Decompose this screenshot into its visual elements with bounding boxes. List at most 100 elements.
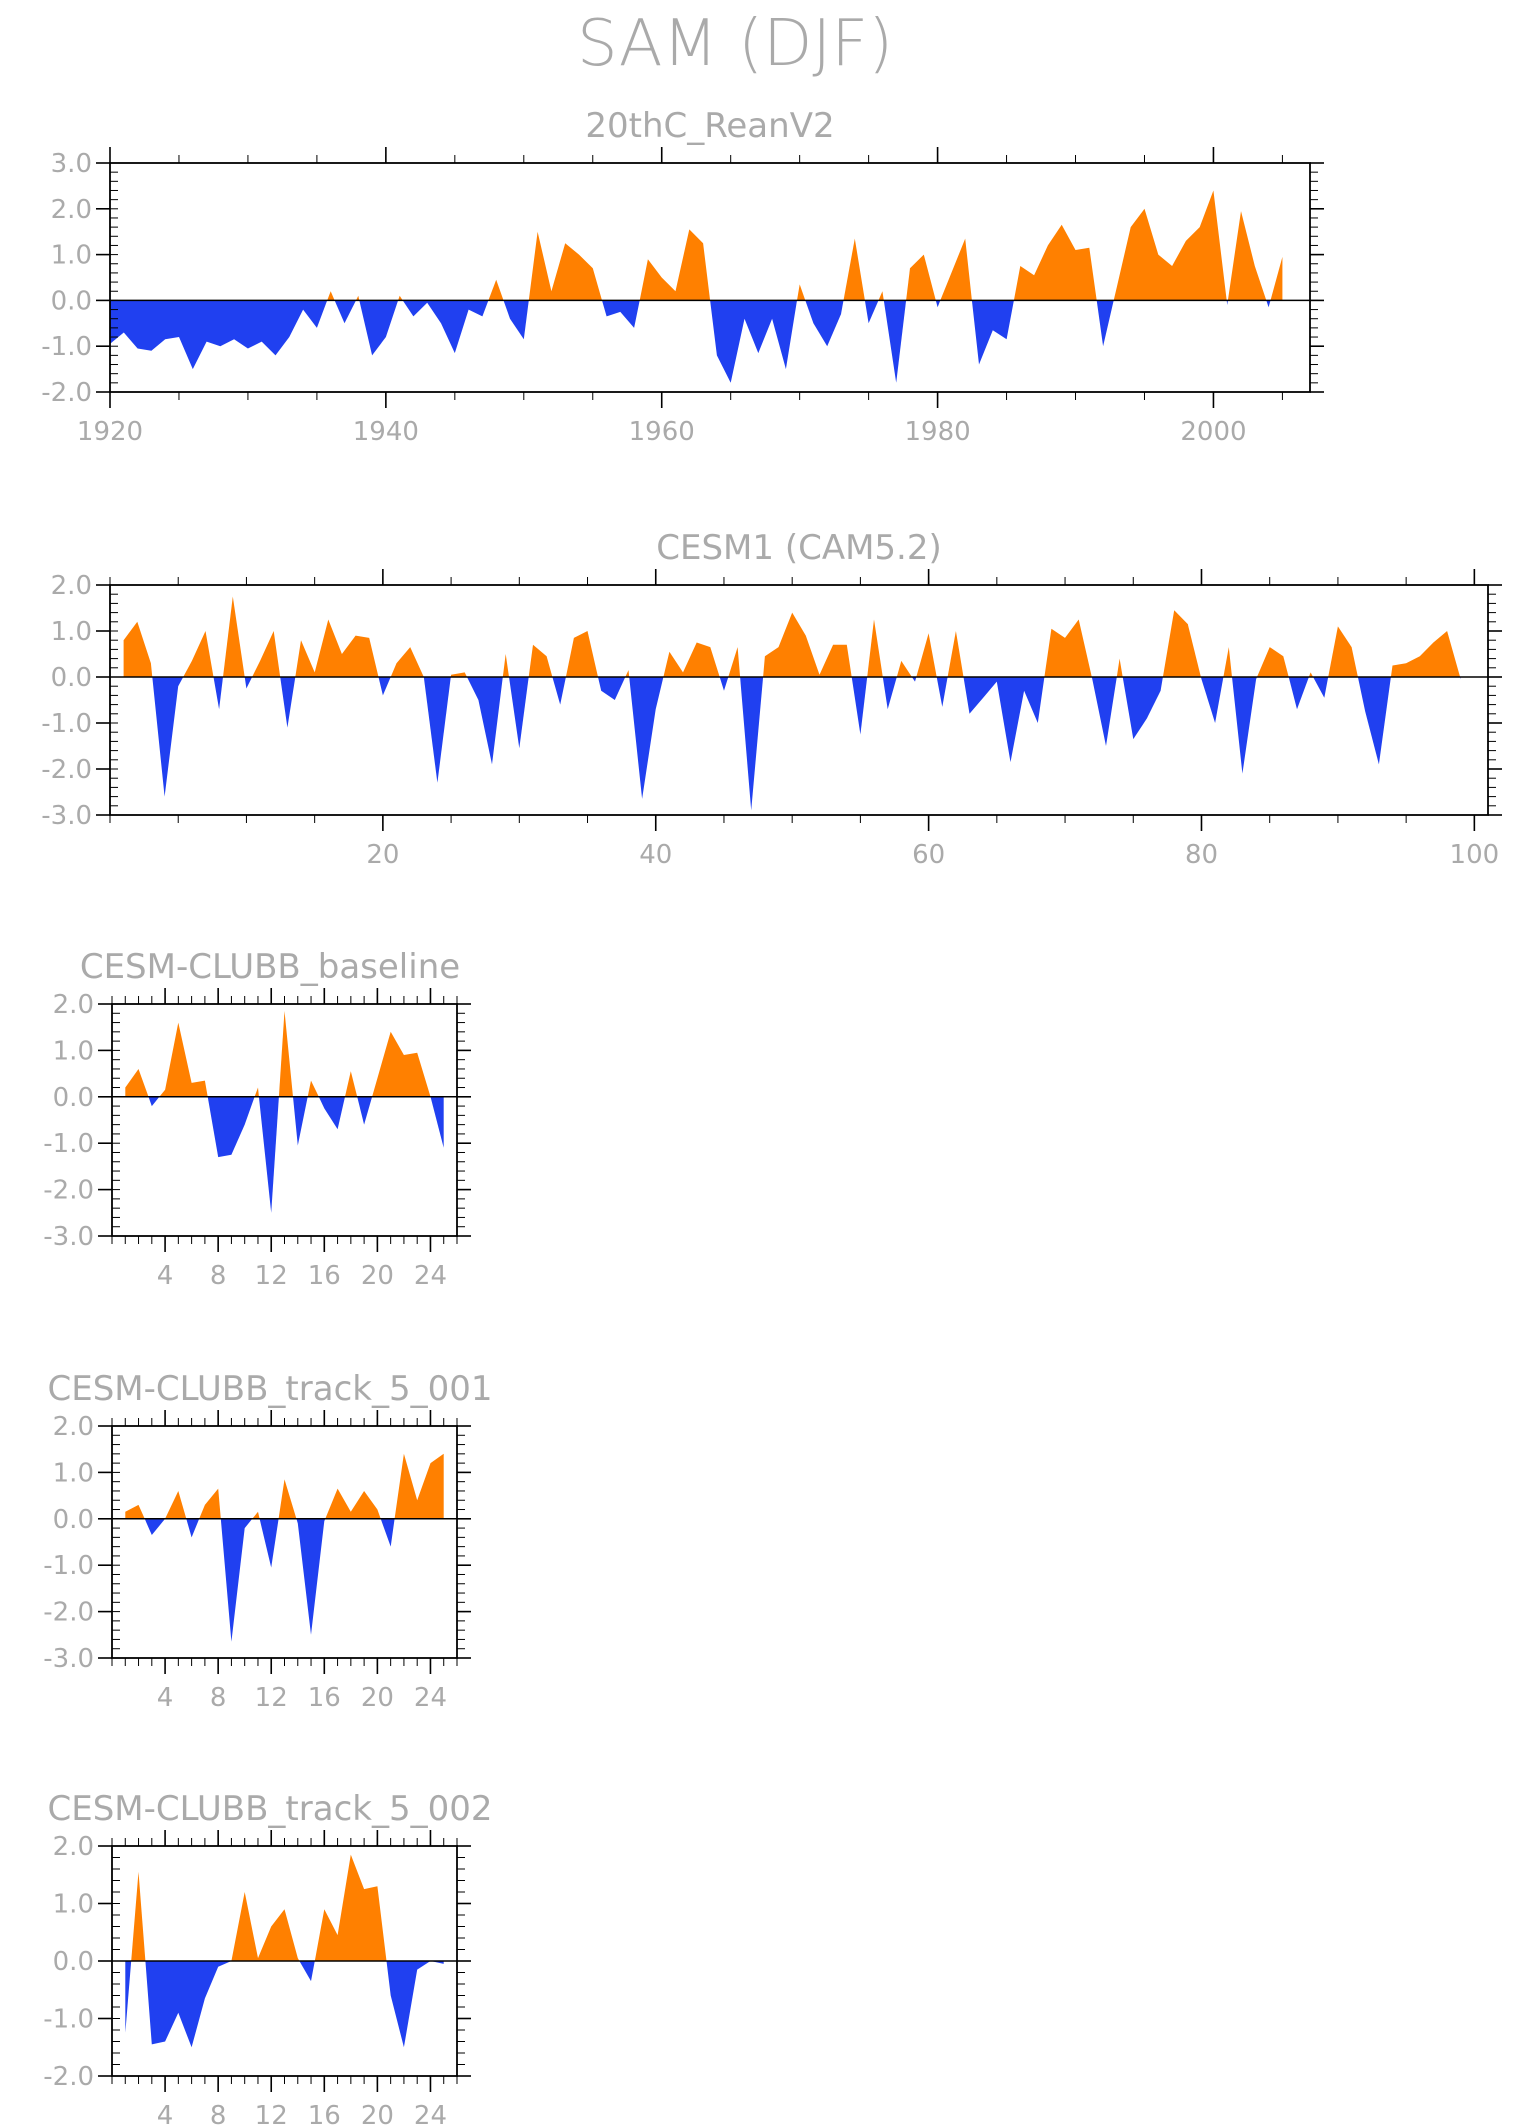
x-tick-label-20thc-reanv2: 2000 bbox=[1180, 417, 1246, 447]
positive-area-20thc-reanv2-3 bbox=[488, 279, 504, 301]
y-tick-label-cesm-clubb-track-5-001: 2.0 bbox=[53, 1412, 94, 1442]
x-tick-label-cesm-clubb-track-5-001: 4 bbox=[157, 1683, 174, 1713]
negative-area-20thc-reanv2-11 bbox=[971, 300, 1014, 365]
y-tick-label-20thc-reanv2: 1.0 bbox=[51, 241, 92, 271]
positive-area-cesm-clubb-track-5-002-1 bbox=[231, 1892, 300, 1961]
positive-area-cesm-clubb-baseline-5 bbox=[345, 1071, 358, 1097]
x-tick-label-cesm1-cam5-2: 60 bbox=[912, 840, 945, 870]
negative-area-cesm-clubb-baseline-0 bbox=[148, 1096, 160, 1107]
panel-title-cesm-clubb-track-5-001: CESM-CLUBB_track_5_001 bbox=[48, 1369, 493, 1409]
panel-cesm1-cam5-2: 2.0 1.0 0.0 -1.0 -2.0 -3.0 20 40 60 80 100 CESM1 (C… bbox=[41, 528, 1502, 870]
x-tick-label-cesm-clubb-track-5-001: 24 bbox=[414, 1683, 447, 1713]
negative-area-20thc-reanv2-3 bbox=[402, 300, 489, 354]
y-tick-label-cesm-clubb-baseline: -2.0 bbox=[43, 1176, 94, 1206]
negative-area-cesm-clubb-baseline-6 bbox=[430, 1096, 444, 1148]
positive-area-cesm1-cam5-2-25 bbox=[1390, 631, 1461, 677]
x-tick-label-cesm-clubb-track-5-002: 12 bbox=[255, 2101, 288, 2125]
positive-area-cesm1-cam5-2-11 bbox=[663, 642, 720, 677]
negative-area-cesm-clubb-track-5-002-0 bbox=[125, 1961, 132, 2033]
y-tick-label-cesm1-cam5-2: 2.0 bbox=[51, 571, 92, 601]
positive-area-20thc-reanv2-13 bbox=[1227, 211, 1267, 301]
negative-area-20thc-reanv2-0 bbox=[110, 300, 328, 370]
negative-area-cesm1-cam5-2-24 bbox=[1357, 677, 1391, 765]
y-tick-label-20thc-reanv2: 2.0 bbox=[51, 195, 92, 225]
positive-area-cesm1-cam5-2-0 bbox=[123, 621, 153, 677]
positive-area-cesm-clubb-track-5-001-6 bbox=[394, 1453, 444, 1519]
negative-area-cesm-clubb-track-5-002-2 bbox=[299, 1961, 315, 1982]
positive-area-cesm1-cam5-2-24 bbox=[1328, 626, 1358, 677]
negative-area-cesm1-cam5-2-20 bbox=[1200, 677, 1224, 723]
figure-title: SAM (DJF) bbox=[577, 7, 893, 81]
negative-area-20thc-reanv2-14 bbox=[1266, 300, 1271, 308]
positive-area-cesm1-cam5-2-15 bbox=[896, 660, 912, 677]
negative-area-cesm1-cam5-2-16 bbox=[936, 677, 948, 707]
negative-area-cesm-clubb-baseline-5 bbox=[357, 1096, 373, 1125]
x-tick-label-cesm-clubb-track-5-002: 8 bbox=[210, 2101, 227, 2125]
positive-area-cesm1-cam5-2-22 bbox=[1257, 647, 1289, 677]
positive-area-cesm-clubb-track-5-002-2 bbox=[314, 1854, 387, 1961]
positive-area-cesm1-cam5-2-19 bbox=[1116, 658, 1123, 677]
y-tick-label-20thc-reanv2: 0.0 bbox=[51, 286, 92, 316]
positive-area-cesm1-cam5-2-1 bbox=[183, 631, 214, 677]
positive-area-cesm-clubb-baseline-2 bbox=[254, 1087, 259, 1097]
y-tick-label-cesm-clubb-track-5-002: -1.0 bbox=[43, 2005, 94, 2035]
x-tick-label-cesm-clubb-track-5-001: 16 bbox=[308, 1683, 341, 1713]
negative-area-cesm1-cam5-2-1 bbox=[213, 677, 223, 710]
negative-area-cesm1-cam5-2-18 bbox=[1091, 677, 1117, 746]
y-tick-label-cesm-clubb-track-5-002: 0.0 bbox=[53, 1947, 94, 1977]
positive-area-cesm-clubb-baseline-1 bbox=[159, 1022, 208, 1097]
positive-area-20thc-reanv2-11 bbox=[1013, 224, 1097, 301]
y-tick-label-20thc-reanv2: 3.0 bbox=[51, 149, 92, 179]
negative-area-cesm1-cam5-2-7 bbox=[509, 677, 529, 749]
positive-area-cesm1-cam5-2-16 bbox=[916, 633, 937, 677]
negative-area-cesm1-cam5-2-15 bbox=[911, 677, 917, 682]
negative-area-20thc-reanv2-5 bbox=[602, 300, 640, 328]
positive-area-cesm-clubb-track-5-001-3 bbox=[252, 1511, 260, 1519]
panel-cesm-clubb-track-5-001: 2.0 1.0 0.0 -1.0 -2.0 -3.0 4 8 12 16 20 24 CESM-CLUB… bbox=[43, 1369, 492, 1713]
negative-area-20thc-reanv2-10 bbox=[935, 300, 941, 308]
positive-area-cesm1-cam5-2-18 bbox=[1044, 619, 1092, 677]
y-tick-label-cesm1-cam5-2: 0.0 bbox=[51, 663, 92, 693]
positive-area-cesm1-cam5-2-6 bbox=[450, 672, 467, 677]
positive-area-20thc-reanv2-4 bbox=[528, 231, 602, 301]
negative-area-20thc-reanv2-12 bbox=[1096, 300, 1114, 347]
y-tick-label-cesm1-cam5-2: 1.0 bbox=[51, 617, 92, 647]
positive-area-cesm-clubb-baseline-0 bbox=[125, 1069, 149, 1097]
positive-area-cesm1-cam5-2-10 bbox=[625, 670, 630, 677]
negative-area-cesm1-cam5-2-23 bbox=[1313, 677, 1329, 698]
negative-area-cesm1-cam5-2-13 bbox=[851, 677, 868, 735]
x-tick-label-20thc-reanv2: 1940 bbox=[353, 417, 419, 447]
y-tick-label-cesm-clubb-track-5-001: -3.0 bbox=[43, 1644, 94, 1674]
positive-area-cesm-clubb-track-5-001-4 bbox=[278, 1479, 297, 1519]
positive-area-cesm1-cam5-2-14 bbox=[867, 619, 883, 677]
y-tick-label-cesm1-cam5-2: -1.0 bbox=[41, 709, 92, 739]
positive-area-20thc-reanv2-7 bbox=[843, 238, 865, 301]
negative-area-cesm1-cam5-2-11 bbox=[719, 677, 729, 691]
negative-area-cesm1-cam5-2-19 bbox=[1122, 677, 1163, 740]
negative-area-cesm-clubb-track-5-002-1 bbox=[145, 1961, 232, 2048]
y-tick-label-cesm-clubb-track-5-001: -2.0 bbox=[43, 1598, 94, 1628]
x-tick-label-cesm-clubb-track-5-001: 8 bbox=[210, 1683, 227, 1713]
plot-frame-20thc-reanv2 bbox=[109, 162, 1311, 393]
x-tick-label-cesm-clubb-track-5-002: 20 bbox=[361, 2101, 394, 2125]
y-tick-label-cesm1-cam5-2: -2.0 bbox=[41, 755, 92, 785]
y-tick-label-cesm-clubb-track-5-001: 1.0 bbox=[53, 1458, 94, 1488]
negative-area-cesm-clubb-track-5-001-1 bbox=[186, 1518, 200, 1538]
y-tick-label-cesm-clubb-track-5-002: 1.0 bbox=[53, 1890, 94, 1920]
negative-area-cesm-clubb-baseline-3 bbox=[293, 1096, 308, 1146]
y-tick-label-cesm-clubb-track-5-001: 0.0 bbox=[53, 1505, 94, 1535]
x-tick-label-cesm1-cam5-2: 20 bbox=[366, 840, 399, 870]
x-tick-label-cesm1-cam5-2: 40 bbox=[639, 840, 672, 870]
negative-area-20thc-reanv2-8 bbox=[864, 300, 879, 324]
positive-area-20thc-reanv2-12 bbox=[1113, 190, 1227, 301]
negative-area-20thc-reanv2-4 bbox=[503, 300, 529, 340]
x-tick-label-cesm1-cam5-2: 80 bbox=[1185, 840, 1218, 870]
positive-area-20thc-reanv2-8 bbox=[878, 291, 884, 301]
y-tick-label-cesm-clubb-track-5-001: -1.0 bbox=[43, 1551, 94, 1581]
y-tick-label-cesm-clubb-baseline: 2.0 bbox=[53, 990, 94, 1020]
negative-area-cesm1-cam5-2-8 bbox=[552, 677, 566, 705]
negative-area-cesm-clubb-baseline-2 bbox=[258, 1096, 279, 1213]
negative-area-cesm1-cam5-2-10 bbox=[629, 677, 664, 799]
positive-area-20thc-reanv2-9 bbox=[906, 254, 936, 301]
